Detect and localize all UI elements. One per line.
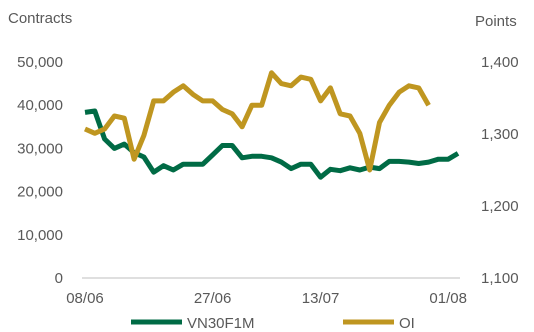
x-tick-label: 01/08 (429, 290, 467, 307)
left-tick-label: 20,000 (17, 184, 63, 201)
left-tick-label: 50,000 (17, 54, 63, 71)
right-tick-label: 1,400 (481, 54, 519, 71)
legend-label-vn30f1m: VN30F1M (187, 315, 255, 332)
left-axis-title: Contracts (8, 10, 72, 27)
series-lines (83, 70, 460, 180)
x-tick-label: 13/07 (302, 290, 340, 307)
series-line-vn30f1m (84, 108, 460, 180)
left-tick-label: 40,000 (17, 97, 63, 114)
x-tick-label: 08/06 (66, 290, 104, 307)
right-tick-labels: 1,100 1,200 1,300 1,400 (481, 54, 519, 287)
left-tick-label: 0 (55, 270, 63, 287)
right-tick-label: 1,200 (481, 198, 519, 215)
legend-label-oi: OI (399, 315, 415, 332)
right-tick-label: 1,300 (481, 126, 519, 143)
right-tick-label: 1,100 (481, 270, 519, 287)
series-line-oi (83, 70, 431, 173)
right-axis-title: Points (475, 13, 517, 30)
legend: VN30F1M OI (131, 315, 415, 332)
x-tick-label: 27/06 (194, 290, 232, 307)
x-tick-labels: 08/06 27/06 13/07 01/08 (66, 290, 467, 307)
left-tick-label: 10,000 (17, 227, 63, 244)
left-tick-labels: 0 10,000 20,000 30,000 40,000 50,000 (17, 54, 63, 287)
left-tick-label: 30,000 (17, 140, 63, 157)
